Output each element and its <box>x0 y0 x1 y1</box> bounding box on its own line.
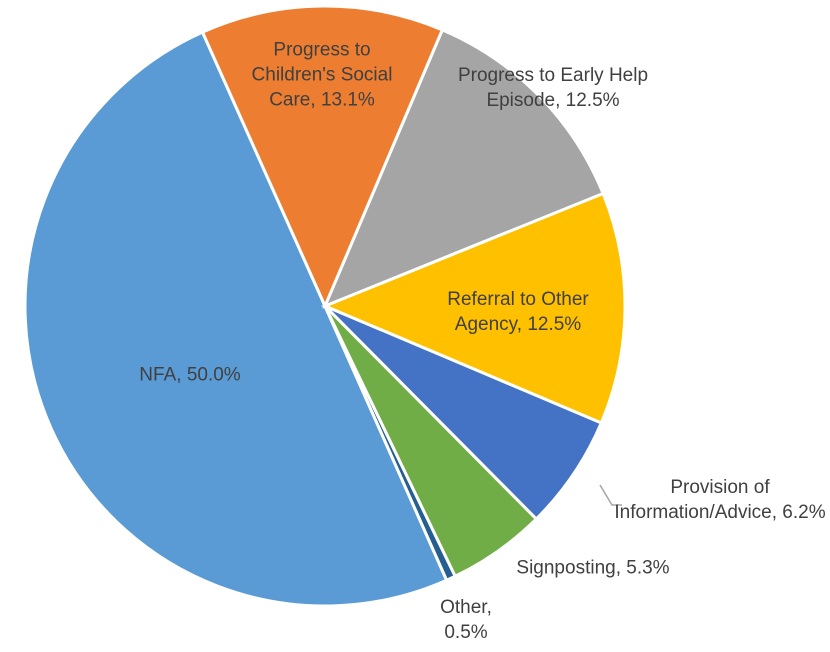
category-label: Signposting <box>516 558 621 579</box>
data-label: Progress to Early Help Episode 12.5% <box>428 63 678 113</box>
slice <box>322 27 606 309</box>
slice <box>23 30 449 608</box>
value-label: 13.1% <box>320 89 375 111</box>
data-label: Progress to Children's Social Care 13.1% <box>232 38 412 113</box>
value-label: 0.5% <box>444 622 488 643</box>
data-label: NFA 50.0% <box>90 363 290 388</box>
category-label: Other <box>440 597 492 618</box>
value-label: 12.5% <box>565 90 620 111</box>
data-label: Provision of Information/Advice 6.2% <box>610 475 830 525</box>
category-label: NFA <box>139 365 181 386</box>
value-label: 5.3% <box>626 557 670 579</box>
value-label: 50.0% <box>186 364 241 386</box>
slice <box>200 4 445 310</box>
data-label: Referral to Other Agency 12.5% <box>418 287 618 337</box>
value-label: 6.2% <box>782 502 826 523</box>
category-label: Provision of Information/Advice <box>614 477 777 523</box>
data-label: Signposting 5.3% <box>483 556 703 581</box>
data-label: Other 0.5% <box>426 595 506 645</box>
value-label: 12.5% <box>527 314 582 335</box>
slice <box>321 191 627 425</box>
slice <box>323 304 604 522</box>
leader-line <box>599 484 622 506</box>
